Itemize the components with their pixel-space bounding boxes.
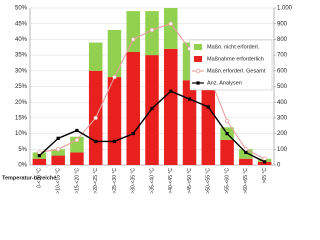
legend-marker [196,81,200,85]
x-tick-label: >45-<50 °C [187,168,193,194]
x-tick-label: 0-<10 °C [37,168,43,188]
legend-label: Maßn.erforderl. Gesamt [207,68,266,74]
y-tick-label: 5% [18,147,27,153]
bar [107,77,122,165]
x-tick-label: >50-<55 °C [206,168,212,194]
marker [93,115,98,121]
legend-swatch [194,56,202,62]
y2-tick-label: 300 [277,115,288,121]
marker [75,128,79,133]
marker [131,37,136,42]
bar [164,8,178,49]
x-tick-label: >20-<25 °C [93,168,99,194]
bar [126,51,140,165]
bar [32,158,47,165]
x-tick-label: >35-<40 °C [149,168,155,194]
legend-marker [195,68,201,74]
marker [149,27,155,33]
y2-tick-label: 100 [277,147,288,153]
bar [164,48,178,165]
bar [239,158,253,165]
y-tick-label: 0% [18,163,27,169]
bar [51,149,65,156]
marker [187,97,192,101]
y2-tick-label: 900 [277,21,288,27]
y-tick-label: 10% [15,131,28,137]
x-tick-label: >10-<15 °C [55,168,61,194]
marker [55,147,61,152]
marker [112,139,117,144]
y2-tick-label: 1.000 [277,6,293,12]
marker [206,105,210,109]
y-tick-label: 25% [15,84,28,90]
legend-swatch [194,44,202,50]
marker [94,139,98,144]
x-tick-label: >30-<35 °C [131,168,137,194]
y-tick-label: 45% [15,21,28,27]
marker [224,118,230,124]
marker [262,156,267,161]
bar [201,70,216,165]
bar [51,155,65,165]
bar [107,29,122,78]
legend-label: Anz. Analysen [207,80,242,86]
y-tick-label: 15% [15,115,28,121]
marker [263,160,267,164]
marker [56,136,60,140]
y2-tick-label: 200 [277,131,288,137]
x-tick-label: >55-<60 °C [224,168,230,194]
y2-tick-label: 400 [277,100,288,106]
y-tick-label: 30% [15,68,28,74]
x-tick-label: >25-<30 °C [112,168,118,194]
y2-tick-label: 600 [277,68,288,74]
y2-tick-label: 800 [277,37,288,43]
y-tick-label: 40% [15,37,28,43]
bar [70,152,84,165]
x-tick-label: >40-<45 °C [168,168,174,194]
y2-tick-label: 700 [277,53,288,59]
legend-box [189,39,273,91]
x-tick-label: >60-<65 °C [243,168,249,194]
bar [70,136,84,153]
marker [150,106,154,111]
chart: Temperatur-bereiche 0% 5% 10% 15% 20% 25% 30% 3… [2,6,293,194]
bar [182,80,197,165]
legend-label: Maßnahme erforderlich [207,56,264,62]
y2-tick-label: 500 [277,84,288,90]
y-tick-label: 35% [15,53,28,59]
x-axis-label: Temperatur-bereiche [2,175,56,181]
marker [131,132,135,136]
bar [145,11,159,56]
marker [169,89,173,93]
legend: Maßn. nicht erforderl. Maßnahme erforderl… [189,39,273,91]
marker [225,132,229,136]
x-tick-label: >65 °C [262,168,268,184]
marker [74,137,80,143]
marker [112,74,117,80]
y-tick-label: 50% [15,6,28,12]
legend-label: Maßn. nicht erforderl. [207,44,260,50]
y2-tick-label: 0 [277,163,281,169]
bar [126,11,140,52]
bar [88,42,103,71]
marker [37,153,41,158]
y-tick-label: 20% [15,100,28,106]
marker [244,150,248,155]
bar [220,139,234,165]
x-tick-label: >15-<20 °C [74,168,80,194]
marker [168,21,173,26]
